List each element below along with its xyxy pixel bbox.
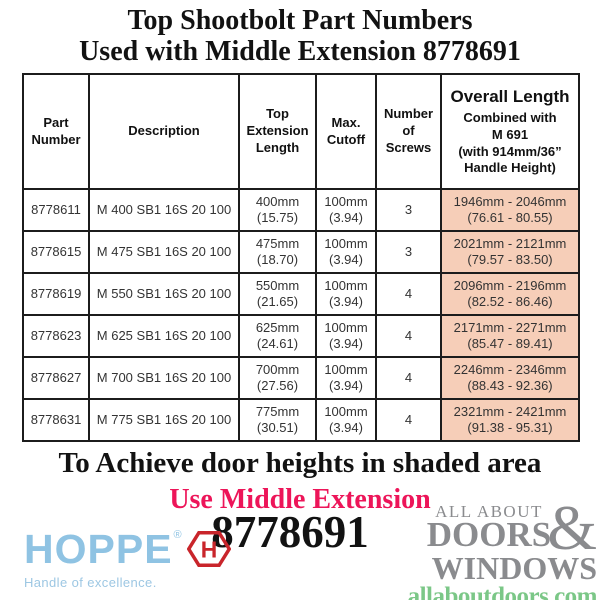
cell-screws: 4 bbox=[375, 398, 442, 442]
cell-max-cutoff: 100mm (3.94) bbox=[315, 272, 377, 316]
cell-max-cutoff: 100mm (3.94) bbox=[315, 314, 377, 358]
cell-top-extension: 400mm (15.75) bbox=[238, 188, 317, 232]
page-title: Top Shootbolt Part Numbers Used with Mid… bbox=[0, 5, 600, 67]
table-row: 8778615 M 475 SB1 16S 20 100 475mm (18.70… bbox=[22, 230, 580, 274]
cell-description: M 550 SB1 16S 20 100 bbox=[88, 272, 240, 316]
cell-description: M 400 SB1 16S 20 100 bbox=[88, 188, 240, 232]
cell-max-cutoff: 100mm (3.94) bbox=[315, 398, 377, 442]
cell-overall-length: 2096mm - 2196mm (82.52 - 86.46) bbox=[440, 272, 580, 316]
use-middle-extension-note: Use Middle Extension bbox=[169, 484, 431, 515]
cell-part-number: 8778631 bbox=[22, 398, 90, 442]
logo-windows-text: WINDOWS bbox=[431, 549, 597, 586]
cell-overall-length: 2246mm - 2346mm (88.43 - 92.36) bbox=[440, 356, 580, 400]
cell-top-extension: 475mm (18.70) bbox=[238, 230, 317, 274]
cell-part-number: 8778615 bbox=[22, 230, 90, 274]
title-line-2: Used with Middle Extension 8778691 bbox=[79, 36, 521, 67]
table-row: 8778611 M 400 SB1 16S 20 100 400mm (15.75… bbox=[22, 188, 580, 232]
cell-overall-length: 2171mm - 2271mm (85.47 - 89.41) bbox=[440, 314, 580, 358]
cell-description: M 775 SB1 16S 20 100 bbox=[88, 398, 240, 442]
title-line-1: Top Shootbolt Part Numbers bbox=[127, 5, 473, 36]
overall-length-title: Overall Length bbox=[450, 86, 570, 106]
hoppe-hexagon-icon: H bbox=[186, 530, 231, 568]
overall-length-sub-2: M 691 bbox=[491, 126, 529, 142]
overall-length-sub-1: Combined with bbox=[463, 109, 557, 125]
cell-part-number: 8778623 bbox=[22, 314, 90, 358]
cell-top-extension: 700mm (27.56) bbox=[238, 356, 317, 400]
middle-extension-part-number: 8778691 bbox=[211, 507, 369, 557]
cell-screws: 3 bbox=[375, 230, 442, 274]
cell-screws: 4 bbox=[375, 314, 442, 358]
all-about-doors-windows-logo: ALL ABOUT DOORS & WINDOWS allaboutdoors.… bbox=[405, 492, 598, 600]
cell-overall-length: 2021mm - 2121mm (79.57 - 83.50) bbox=[440, 230, 580, 274]
hoppe-trademark-symbol: ® bbox=[173, 529, 182, 541]
overall-length-sub-4: Handle Height) bbox=[464, 160, 556, 176]
col-header-number-of-screws: Number of Screws bbox=[375, 73, 442, 190]
logo-all-about-text: ALL ABOUT bbox=[435, 502, 543, 521]
cell-overall-length: 2321mm - 2421mm (91.38 - 95.31) bbox=[440, 398, 580, 442]
cell-top-extension: 625mm (24.61) bbox=[238, 314, 317, 358]
svg-text:H: H bbox=[200, 536, 217, 562]
hoppe-tagline: Handle of excellence. bbox=[24, 575, 157, 590]
table-header-row: Part Number Description Top Extension Le… bbox=[22, 73, 580, 190]
cell-max-cutoff: 100mm (3.94) bbox=[315, 356, 377, 400]
table-row: 8778631 M 775 SB1 16S 20 100 775mm (30.51… bbox=[22, 398, 580, 442]
cell-description: M 700 SB1 16S 20 100 bbox=[88, 356, 240, 400]
cell-part-number: 8778619 bbox=[22, 272, 90, 316]
parts-table: Part Number Description Top Extension Le… bbox=[22, 73, 580, 442]
cell-overall-length: 1946mm - 2046mm (76.61 - 80.55) bbox=[440, 188, 580, 232]
col-header-description: Description bbox=[88, 73, 240, 190]
cell-part-number: 8778627 bbox=[22, 356, 90, 400]
cell-screws: 4 bbox=[375, 356, 442, 400]
hoppe-logo: HOPPE ® H Handle of excellence. bbox=[24, 527, 231, 590]
cell-max-cutoff: 100mm (3.94) bbox=[315, 230, 377, 274]
logo-website-text: allaboutdoors.com bbox=[407, 583, 598, 600]
col-header-overall-length: Overall Length Combined with M 691 (with… bbox=[440, 73, 580, 190]
cell-part-number: 8778611 bbox=[22, 188, 90, 232]
cell-screws: 3 bbox=[375, 188, 442, 232]
col-header-top-extension-length: Top Extension Length bbox=[238, 73, 317, 190]
logo-doors-text: DOORS bbox=[426, 515, 552, 554]
col-header-max-cutoff: Max. Cutoff bbox=[315, 73, 377, 190]
table-row: 8778623 M 625 SB1 16S 20 100 625mm (24.61… bbox=[22, 314, 580, 358]
cell-description: M 625 SB1 16S 20 100 bbox=[88, 314, 240, 358]
hoppe-wordmark: HOPPE bbox=[24, 525, 173, 572]
cell-top-extension: 775mm (30.51) bbox=[238, 398, 317, 442]
col-header-part-number: Part Number bbox=[22, 73, 90, 190]
shaded-area-note: To Achieve door heights in shaded area bbox=[58, 447, 542, 479]
table-row: 8778627 M 700 SB1 16S 20 100 700mm (27.56… bbox=[22, 356, 580, 400]
cell-description: M 475 SB1 16S 20 100 bbox=[88, 230, 240, 274]
cell-max-cutoff: 100mm (3.94) bbox=[315, 188, 377, 232]
logo-ampersand-glyph: & bbox=[547, 492, 597, 563]
table-row: 8778619 M 550 SB1 16S 20 100 550mm (21.65… bbox=[22, 272, 580, 316]
overall-length-sub-3: (with 914mm/36” bbox=[458, 143, 562, 159]
cell-top-extension: 550mm (21.65) bbox=[238, 272, 317, 316]
cell-screws: 4 bbox=[375, 272, 442, 316]
